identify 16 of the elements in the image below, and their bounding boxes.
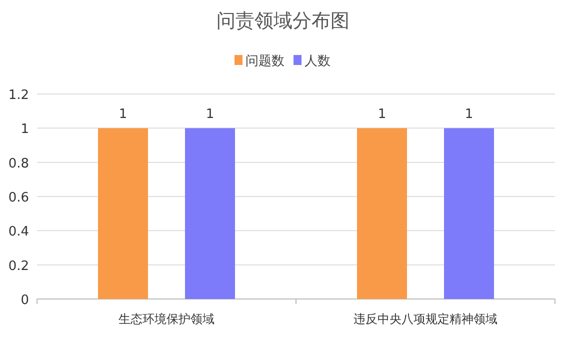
y-tick-label: 0.4 [8, 224, 29, 240]
x-tick-label: 违反中央八项规定精神领域 [354, 312, 498, 326]
legend-label: 人数 [304, 54, 330, 69]
data-label: 1 [464, 107, 474, 122]
y-tick-label: 1.2 [8, 88, 29, 103]
chart-title: 问责领域分布图 [216, 10, 350, 32]
x-tick-label: 生态环境保护领域 [118, 312, 214, 326]
y-tick-label: 0 [20, 293, 29, 308]
y-tick-label: 0.8 [8, 156, 29, 172]
data-label: 1 [118, 107, 128, 122]
data-label: 1 [378, 107, 386, 122]
y-tick-label: 0.6 [8, 190, 29, 206]
data-label: 1 [206, 107, 214, 122]
y-tick-label: 0.2 [8, 258, 29, 274]
y-tick-label: 1 [20, 122, 29, 138]
legend-label: 问题数 [246, 54, 284, 69]
